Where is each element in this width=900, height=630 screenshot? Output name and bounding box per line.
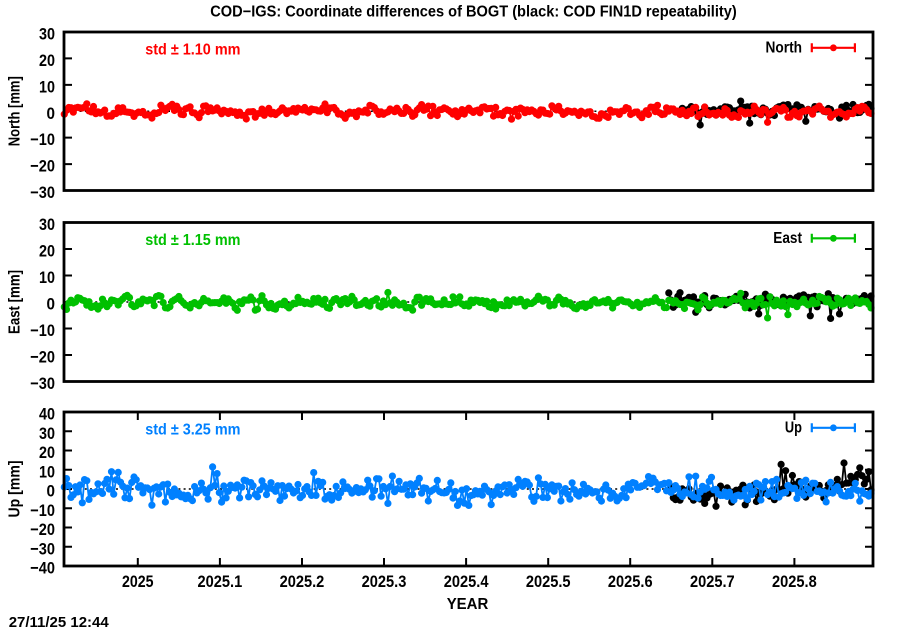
svg-text:2025.6: 2025.6 xyxy=(608,572,653,591)
svg-text:30: 30 xyxy=(39,25,55,44)
svg-text:0: 0 xyxy=(47,482,56,501)
svg-text:2025.3: 2025.3 xyxy=(362,572,407,591)
svg-text:std ± 1.10 mm: std ± 1.10 mm xyxy=(145,42,240,59)
svg-text:std ± 1.15 mm: std ± 1.15 mm xyxy=(145,232,240,249)
svg-text:40: 40 xyxy=(39,405,55,424)
svg-text:20: 20 xyxy=(39,51,55,70)
svg-text:−30: −30 xyxy=(30,183,55,202)
svg-text:2025.2: 2025.2 xyxy=(280,572,325,591)
svg-text:30: 30 xyxy=(39,424,55,443)
svg-text:−40: −40 xyxy=(30,559,55,578)
svg-text:2025: 2025 xyxy=(122,572,154,591)
svg-text:YEAR: YEAR xyxy=(447,596,489,613)
svg-text:East: East xyxy=(773,230,802,247)
svg-text:2025.4: 2025.4 xyxy=(444,572,489,591)
svg-text:−20: −20 xyxy=(30,520,55,539)
svg-text:North: North xyxy=(766,40,803,57)
svg-text:30: 30 xyxy=(39,215,55,234)
svg-text:−30: −30 xyxy=(30,539,55,558)
svg-text:2025.5: 2025.5 xyxy=(526,572,571,591)
svg-text:0: 0 xyxy=(47,295,56,314)
svg-text:−20: −20 xyxy=(30,157,55,176)
svg-text:10: 10 xyxy=(39,77,55,96)
svg-text:−20: −20 xyxy=(30,348,55,367)
svg-text:North [mm]: North [mm] xyxy=(7,76,24,146)
svg-text:Up: Up xyxy=(785,420,802,437)
svg-text:std ± 3.25 mm: std ± 3.25 mm xyxy=(145,422,240,439)
svg-text:2025.8: 2025.8 xyxy=(772,572,817,591)
svg-text:0: 0 xyxy=(47,104,56,123)
svg-text:10: 10 xyxy=(39,268,55,287)
svg-text:Up [mm]: Up [mm] xyxy=(7,461,24,518)
svg-text:−30: −30 xyxy=(30,374,55,393)
svg-text:2025.7: 2025.7 xyxy=(690,572,735,591)
svg-text:−10: −10 xyxy=(30,130,55,149)
svg-text:10: 10 xyxy=(39,462,55,481)
svg-text:2025.1: 2025.1 xyxy=(198,572,243,591)
svg-text:27/11/25 12:44: 27/11/25 12:44 xyxy=(9,614,110,630)
svg-text:20: 20 xyxy=(39,242,55,261)
svg-text:−10: −10 xyxy=(30,501,55,520)
svg-text:−10: −10 xyxy=(30,321,55,340)
svg-text:East [mm]: East [mm] xyxy=(7,270,24,334)
svg-text:COD−IGS: Coordinate difference: COD−IGS: Coordinate differences of BOGT … xyxy=(210,4,737,21)
svg-text:20: 20 xyxy=(39,443,55,462)
